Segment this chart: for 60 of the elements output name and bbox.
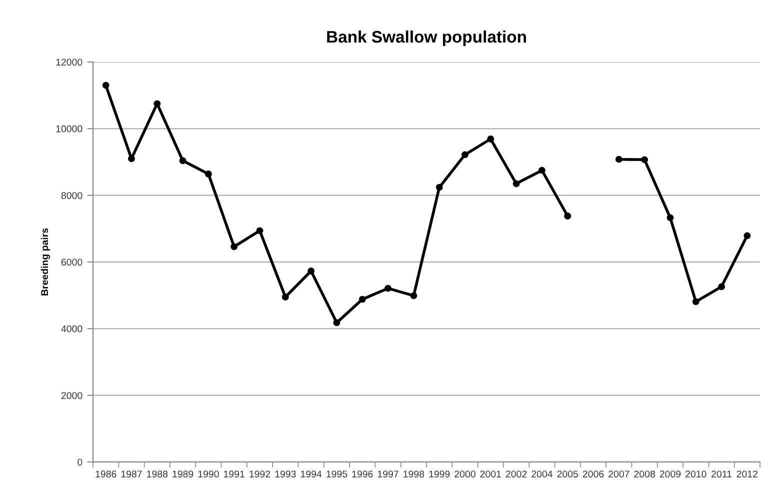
point bbox=[512, 180, 520, 188]
point bbox=[308, 268, 315, 274]
point bbox=[462, 151, 468, 158]
x-tick-label: 1999 bbox=[429, 470, 450, 478]
y-tick-label: 6000 bbox=[61, 258, 82, 266]
point bbox=[204, 170, 212, 178]
x-tick-label: 1998 bbox=[404, 470, 424, 478]
x-tick-label: 2010 bbox=[686, 470, 706, 478]
x-tick-label: 2012 bbox=[736, 470, 758, 478]
x-tick-label: 2009 bbox=[660, 470, 681, 478]
x-tick-label: 1996 bbox=[352, 470, 373, 478]
point bbox=[744, 232, 751, 240]
x-tick-label: 2001 bbox=[480, 470, 501, 478]
point bbox=[487, 136, 494, 142]
point bbox=[641, 156, 648, 164]
point bbox=[256, 227, 264, 234]
x-tick-label: 1990 bbox=[198, 470, 219, 478]
point bbox=[384, 284, 392, 292]
point bbox=[102, 82, 110, 89]
y-tick-label: 12000 bbox=[56, 58, 82, 66]
x-tick-label: 2000 bbox=[454, 470, 476, 478]
x-tick-label: 2011 bbox=[712, 470, 732, 478]
point bbox=[358, 296, 366, 303]
point bbox=[564, 212, 572, 220]
x-tick-label: 1995 bbox=[326, 470, 348, 478]
x-tick-label: 1991 bbox=[224, 470, 244, 478]
x-tick-label: 2004 bbox=[532, 470, 552, 478]
x-tick-label: 1989 bbox=[172, 470, 194, 478]
y-tick-label: 4000 bbox=[61, 325, 82, 332]
x-tick-label: 2005 bbox=[557, 470, 578, 478]
x-tick-label: 1994 bbox=[300, 470, 322, 478]
point bbox=[692, 298, 700, 306]
x-tick-label: 2002 bbox=[506, 470, 527, 478]
x-tick-label: 1988 bbox=[147, 470, 168, 478]
x-tick-label: 2006 bbox=[582, 470, 604, 478]
point bbox=[128, 155, 135, 162]
point bbox=[179, 157, 186, 164]
x-tick-label: 2008 bbox=[634, 470, 655, 478]
point bbox=[436, 184, 443, 191]
x-tick-label: 1986 bbox=[96, 470, 116, 478]
y-tick-label: 0 bbox=[78, 458, 82, 466]
point bbox=[154, 100, 161, 108]
point bbox=[538, 166, 546, 174]
x-tick-label: 1993 bbox=[275, 470, 296, 478]
y-tick-label: 8000 bbox=[61, 192, 82, 199]
point bbox=[333, 319, 340, 326]
point bbox=[410, 292, 418, 300]
point bbox=[666, 214, 674, 222]
point bbox=[615, 156, 622, 163]
x-tick-label: 1992 bbox=[250, 470, 270, 478]
y-tick-label: 2000 bbox=[61, 392, 82, 399]
x-tick-label: 1997 bbox=[378, 470, 398, 478]
point bbox=[718, 283, 725, 290]
point bbox=[282, 294, 289, 300]
point bbox=[230, 243, 238, 250]
x-tick-label: 2007 bbox=[608, 470, 630, 478]
chart-title: Bank Swallow population bbox=[327, 30, 526, 46]
y-axis-title: Breeding pairs bbox=[40, 228, 50, 296]
x-tick-label: 1987 bbox=[121, 470, 142, 478]
y-tick-label: 10000 bbox=[56, 125, 82, 132]
